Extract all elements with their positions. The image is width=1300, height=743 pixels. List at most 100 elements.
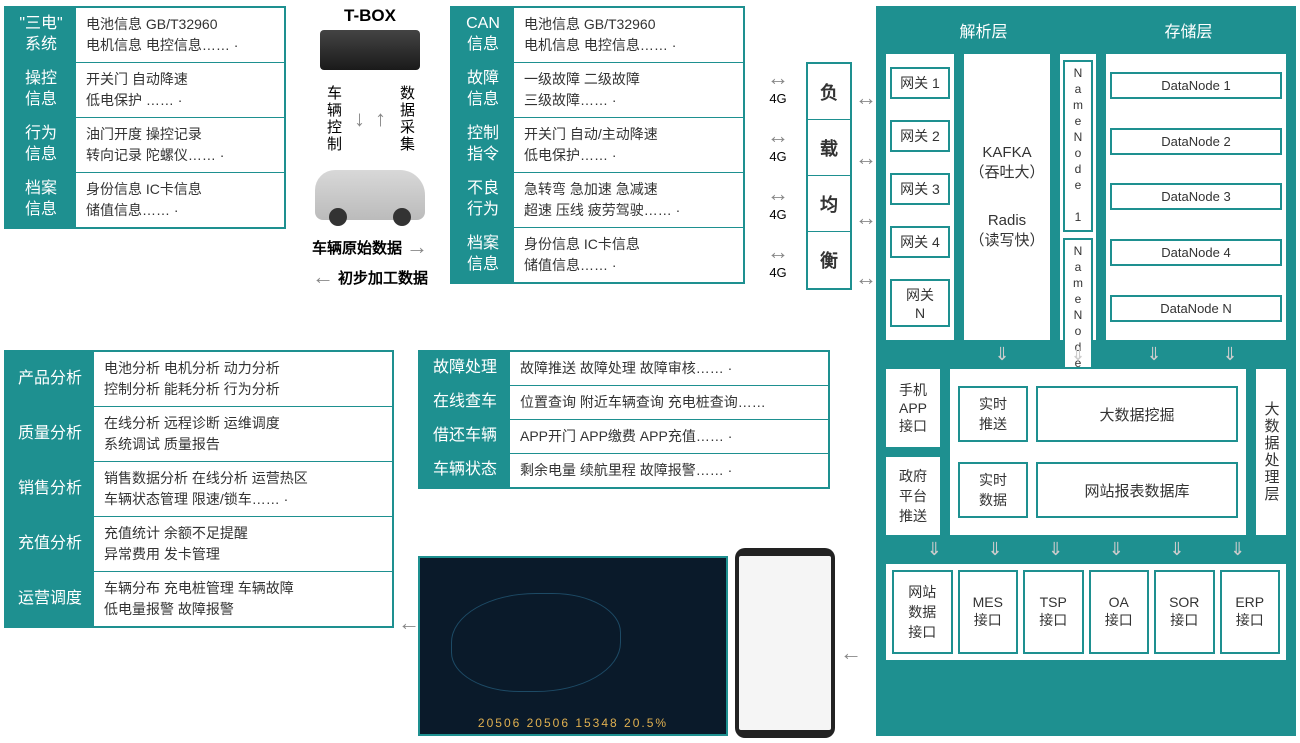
realtime-push: 实时 推送 xyxy=(958,386,1028,442)
down-arrow-icon: ⇓ xyxy=(927,539,942,560)
can-b3: 急转弯 急加速 急减速 超速 压线 疲劳驾驶…… · xyxy=(514,173,743,227)
lb-0: 负 xyxy=(808,64,850,120)
raw-data-label: 车辆原始数据 xyxy=(312,237,402,258)
left-arrow-icon: ← xyxy=(840,640,862,666)
bm-b1: 位置查询 附近车辆查询 充电桩查询…… xyxy=(510,386,828,419)
if-2: TSP 接口 xyxy=(1023,570,1084,654)
data-mining: 大数据挖掘 xyxy=(1036,386,1238,442)
datanode-col: DataNode 1 DataNode 2 DataNode 3 DataNod… xyxy=(1104,52,1288,342)
gateway-col: 网关 1 网关 2 网关 3 网关 4 网关 N xyxy=(884,52,956,342)
bidir-arrow-icon: ↔ xyxy=(767,239,789,265)
right-arrow-icon: → xyxy=(406,234,428,260)
if-5: ERP 接口 xyxy=(1220,570,1281,654)
tl-h2: 行为 信息 xyxy=(6,118,76,172)
app-interface: 手机 APP 接口 xyxy=(884,367,942,449)
lb-3: 衡 xyxy=(808,232,850,288)
bidir-arrow-icon: ↔ xyxy=(855,85,877,111)
tl-b0: 电池信息 GB/T32960 电机信息 电控信息…… · xyxy=(76,8,284,62)
tl-b1: 开关门 自动降速 低电保护 …… · xyxy=(76,63,284,117)
bl-b2: 销售数据分析 在线分析 运营热区 车辆状态管理 限速/锁车…… · xyxy=(94,462,392,516)
can-table: CAN 信息电池信息 GB/T32960 电机信息 电控信息…… · 故障 信息… xyxy=(450,6,745,284)
bl-h4: 运营调度 xyxy=(6,572,94,626)
bm-h2: 借还车辆 xyxy=(420,420,510,453)
bl-b0: 电池分析 电机分析 动力分析 控制分析 能耗分析 行为分析 xyxy=(94,352,392,406)
lb-2: 均 xyxy=(808,176,850,232)
gateway-1: 网关 2 xyxy=(890,120,950,152)
if-1: MES 接口 xyxy=(958,570,1019,654)
fourg-1: 4G xyxy=(769,149,786,164)
can-h1: 故障 信息 xyxy=(452,63,514,117)
kafka-label: KAFKA （吞吐大） xyxy=(969,144,1044,182)
tl-h1: 操控 信息 xyxy=(6,63,76,117)
can-b4: 身份信息 IC卡信息 储值信息…… · xyxy=(514,228,743,282)
bl-h3: 充值分析 xyxy=(6,517,94,571)
gateway-0: 网关 1 xyxy=(890,67,950,99)
can-h4: 档案 信息 xyxy=(452,228,514,282)
bl-b4: 车辆分布 充电桩管理 车辆故障 低电量报警 故障报警 xyxy=(94,572,392,626)
dashboard-numbers: 20506 20506 15348 20.5% xyxy=(420,716,726,730)
down-arrow-icon: ⇓ xyxy=(994,344,1009,365)
left-arrow-icon: ← xyxy=(312,264,334,290)
data-collection-label: 数据采集 xyxy=(396,85,417,153)
parse-layer-header: 解析层 xyxy=(884,14,1083,46)
bidir-arrow-icon: ↔ xyxy=(855,265,877,291)
can-h3: 不良 行为 xyxy=(452,173,514,227)
vehicle-control-label: 车辆控制 xyxy=(323,85,344,153)
processing-box: 实时 推送 实时 数据 大数据挖掘 网站报表数据库 xyxy=(948,367,1248,537)
gateway-2: 网关 3 xyxy=(890,173,950,205)
bottom-mid-table: 故障处理故障推送 故障处理 故障审核…… · 在线查车位置查询 附近车辆查询 充… xyxy=(418,350,830,489)
datanode-4: DataNode N xyxy=(1110,295,1282,322)
down-arrow-icon: ⇓ xyxy=(1230,539,1245,560)
lb-1: 载 xyxy=(808,120,850,176)
bm-b3: 剩余电量 续航里程 故障报警…… · xyxy=(510,454,828,487)
tl-h0: "三电" 系统 xyxy=(6,8,76,62)
up-arrow-icon: ↑ xyxy=(375,106,386,132)
mq-col: KAFKA （吞吐大） Radis （读写快） xyxy=(962,52,1052,342)
can-b2: 开关门 自动/主动降速 低电保护…… · xyxy=(514,118,743,172)
datanode-2: DataNode 3 xyxy=(1110,183,1282,210)
down-arrow-icon: ⇓ xyxy=(987,539,1002,560)
down-arrow-icon: ⇓ xyxy=(1109,539,1124,560)
down-arrow-icon: ⇓ xyxy=(1146,344,1161,365)
fourg-3: 4G xyxy=(769,265,786,280)
tl-h3: 档案 信息 xyxy=(6,173,76,227)
if-0: 网站 数据 接口 xyxy=(892,570,953,654)
top-left-table: "三电" 系统电池信息 GB/T32960 电机信息 电控信息…… · 操控 信… xyxy=(4,6,286,229)
bidir-arrow-icon: ↔ xyxy=(855,205,877,231)
realtime-data: 实时 数据 xyxy=(958,462,1028,518)
can-b0: 电池信息 GB/T32960 电机信息 电控信息…… · xyxy=(514,8,743,62)
interfaces-row: 网站 数据 接口 MES 接口 TSP 接口 OA 接口 SOR 接口 ERP … xyxy=(884,562,1288,662)
bl-b1: 在线分析 远程诊断 运维调度 系统调试 质量报告 xyxy=(94,407,392,461)
if-4: SOR 接口 xyxy=(1154,570,1215,654)
store-layer-header: 存储层 xyxy=(1089,14,1288,46)
tbox-device-icon xyxy=(320,30,420,70)
can-b1: 一级故障 二级故障 三级故障…… · xyxy=(514,63,743,117)
bl-b3: 充值统计 余额不足提醒 异常费用 发卡管理 xyxy=(94,517,392,571)
bottom-left-table: 产品分析电池分析 电机分析 动力分析 控制分析 能耗分析 行为分析 质量分析在线… xyxy=(4,350,394,628)
bl-h2: 销售分析 xyxy=(6,462,94,516)
bm-h1: 在线查车 xyxy=(420,386,510,419)
tl-b2: 油门开度 操控记录 转向记录 陀螺仪…… · xyxy=(76,118,284,172)
can-h0: CAN 信息 xyxy=(452,8,514,62)
fourg-0: 4G xyxy=(769,91,786,106)
can-h2: 控制 指令 xyxy=(452,118,514,172)
bidir-arrow-icon: ↔ xyxy=(767,181,789,207)
fourg-2: 4G xyxy=(769,207,786,222)
report-db: 网站报表数据库 xyxy=(1036,462,1238,518)
right-panel: 解析层 存储层 网关 1 网关 2 网关 3 网关 4 网关 N KAFKA （… xyxy=(876,6,1296,736)
car-icon xyxy=(315,170,425,220)
datanode-0: DataNode 1 xyxy=(1110,72,1282,99)
redis-label: Radis （读写快） xyxy=(969,212,1044,250)
namenode-col: NameNode 1 NameNode 2 xyxy=(1058,52,1098,342)
tl-b3: 身份信息 IC卡信息 储值信息…… · xyxy=(76,173,284,227)
load-balance-col: 负 载 均 衡 xyxy=(806,62,852,290)
dashboard-screenshot: 20506 20506 15348 20.5% xyxy=(418,556,728,736)
bidir-arrow-icon: ↔ xyxy=(767,65,789,91)
tbox-section: T-BOX 车辆控制 ↓ ↑ 数据采集 车辆原始数据 → ← 初步加工数据 xyxy=(295,6,445,296)
bidir-arrow-icon: ↔ xyxy=(855,145,877,171)
bm-b2: APP开门 APP缴费 APP充值…… · xyxy=(510,420,828,453)
bl-h1: 质量分析 xyxy=(6,407,94,461)
down-arrow-icon: ↓ xyxy=(354,106,365,132)
gateway-4: 网关 N xyxy=(890,279,950,327)
proc-data-label: 初步加工数据 xyxy=(338,267,428,288)
